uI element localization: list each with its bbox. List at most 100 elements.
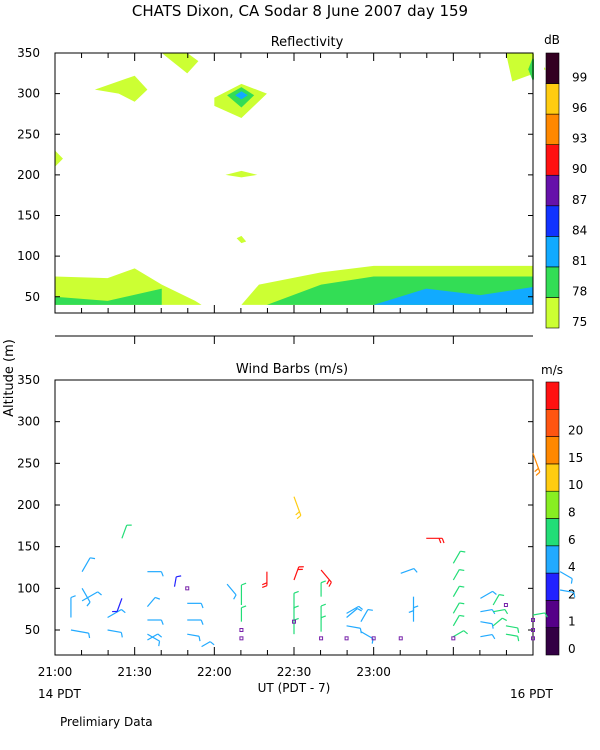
wind-barb xyxy=(121,524,132,539)
y-tick-label: 50 xyxy=(25,623,40,637)
wind-barb xyxy=(187,602,204,609)
barb-flag xyxy=(463,630,468,635)
wind-barb xyxy=(147,633,163,641)
barb-flag xyxy=(241,605,247,609)
calm-marker xyxy=(531,636,535,641)
colorbar-swatch xyxy=(545,52,560,84)
calm-marker xyxy=(344,636,349,641)
calm-marker xyxy=(239,636,244,641)
barb-staff xyxy=(81,588,91,603)
contour-region xyxy=(236,235,247,244)
wind-barb xyxy=(147,619,164,625)
colorbar-label: 87 xyxy=(572,193,587,207)
wind-barb xyxy=(81,557,96,572)
colorbar-swatch xyxy=(545,436,560,465)
y-tick-label: 100 xyxy=(17,581,40,595)
calm-marker xyxy=(531,628,535,632)
colorbar-label: 99 xyxy=(572,71,587,85)
barb-flag xyxy=(121,609,126,614)
wind-barb xyxy=(532,453,541,476)
barb-flag xyxy=(176,575,182,578)
barb-flag xyxy=(157,633,163,638)
barb-staff xyxy=(505,625,518,629)
wind-barb xyxy=(81,591,102,602)
wind-barb xyxy=(173,575,182,587)
y-tick-label: 150 xyxy=(17,209,40,223)
barb-staff xyxy=(400,567,415,574)
wind-barb xyxy=(346,625,362,634)
wind-barb xyxy=(70,629,91,639)
barb-staff xyxy=(346,625,361,629)
barb-staff xyxy=(452,569,460,581)
barb-flag xyxy=(492,590,497,595)
wind-barb xyxy=(360,631,374,644)
barb-flag xyxy=(293,590,299,594)
wind-barb xyxy=(293,590,299,610)
barb-flag xyxy=(441,538,445,544)
colorbar-swatch xyxy=(545,174,560,207)
wind-barb xyxy=(408,596,415,614)
barb-flag xyxy=(295,511,300,516)
wind-barb xyxy=(107,608,126,619)
colorbar-label: 1 xyxy=(568,615,576,629)
barb-staff xyxy=(346,605,360,614)
calm-marker xyxy=(398,636,403,641)
wind-barb xyxy=(532,612,548,618)
wind-barb xyxy=(187,619,204,625)
barb-flag xyxy=(413,605,419,609)
calm-marker xyxy=(503,603,508,607)
wind-barb xyxy=(293,496,302,520)
colorbar-swatch xyxy=(545,83,560,115)
barb-staff xyxy=(532,612,545,616)
calm-marker xyxy=(451,636,456,641)
x-tick-label: 21:00 xyxy=(38,665,73,679)
barb-flag xyxy=(504,609,509,615)
wind-barb xyxy=(293,566,304,581)
barb-staff xyxy=(187,633,200,637)
colorbar-unit-ms: m/s xyxy=(541,363,563,377)
barb-staff xyxy=(360,609,369,622)
colorbar-swatch xyxy=(545,572,560,601)
colorbar-swatch xyxy=(545,518,560,547)
wind-barb xyxy=(146,596,161,608)
wind-barb xyxy=(226,583,237,600)
wind-barb xyxy=(492,594,505,606)
colorbar-label: 75 xyxy=(572,315,587,329)
x-tick-label: 22:30 xyxy=(277,665,312,679)
calm-marker xyxy=(239,628,244,632)
calm-marker xyxy=(292,619,296,624)
barb-staff xyxy=(293,566,300,581)
wind-barb xyxy=(240,605,247,622)
barb-flag xyxy=(459,602,465,605)
barb-staff xyxy=(480,590,493,599)
y-tick-label: 250 xyxy=(17,456,40,470)
colorbar-swatch xyxy=(545,408,560,437)
left-time-note: 14 PDT xyxy=(38,687,82,701)
barb-staff xyxy=(559,571,573,580)
contour-region xyxy=(373,287,533,305)
wind-barb xyxy=(452,614,465,627)
barb-staff xyxy=(452,602,460,614)
barb-staff xyxy=(293,496,302,516)
wind-barb xyxy=(360,608,373,622)
page-title: CHATS Dixon, CA Sodar 8 June 2007 day 15… xyxy=(132,2,468,20)
colorbar-unit-db: dB xyxy=(544,33,560,47)
colorbar-label: 90 xyxy=(572,162,587,176)
calm-marker xyxy=(185,586,190,591)
barb-staff xyxy=(480,621,493,625)
barb-flag xyxy=(408,610,414,614)
barb-flag xyxy=(233,594,237,600)
wind-barb xyxy=(452,550,466,564)
barb-staff xyxy=(346,608,358,618)
contour-region xyxy=(235,91,248,100)
wind-barb xyxy=(81,588,91,607)
barb-staff xyxy=(147,633,160,642)
x-tick-label: 23:00 xyxy=(356,665,391,679)
colorbar-swatch xyxy=(545,236,560,268)
colorbar-label: 78 xyxy=(572,284,587,298)
barb-flag xyxy=(517,636,520,642)
wind-barb xyxy=(480,621,494,629)
wind-barb xyxy=(107,629,123,638)
barb-staff xyxy=(107,629,122,634)
y-tick-label: 300 xyxy=(17,415,40,429)
